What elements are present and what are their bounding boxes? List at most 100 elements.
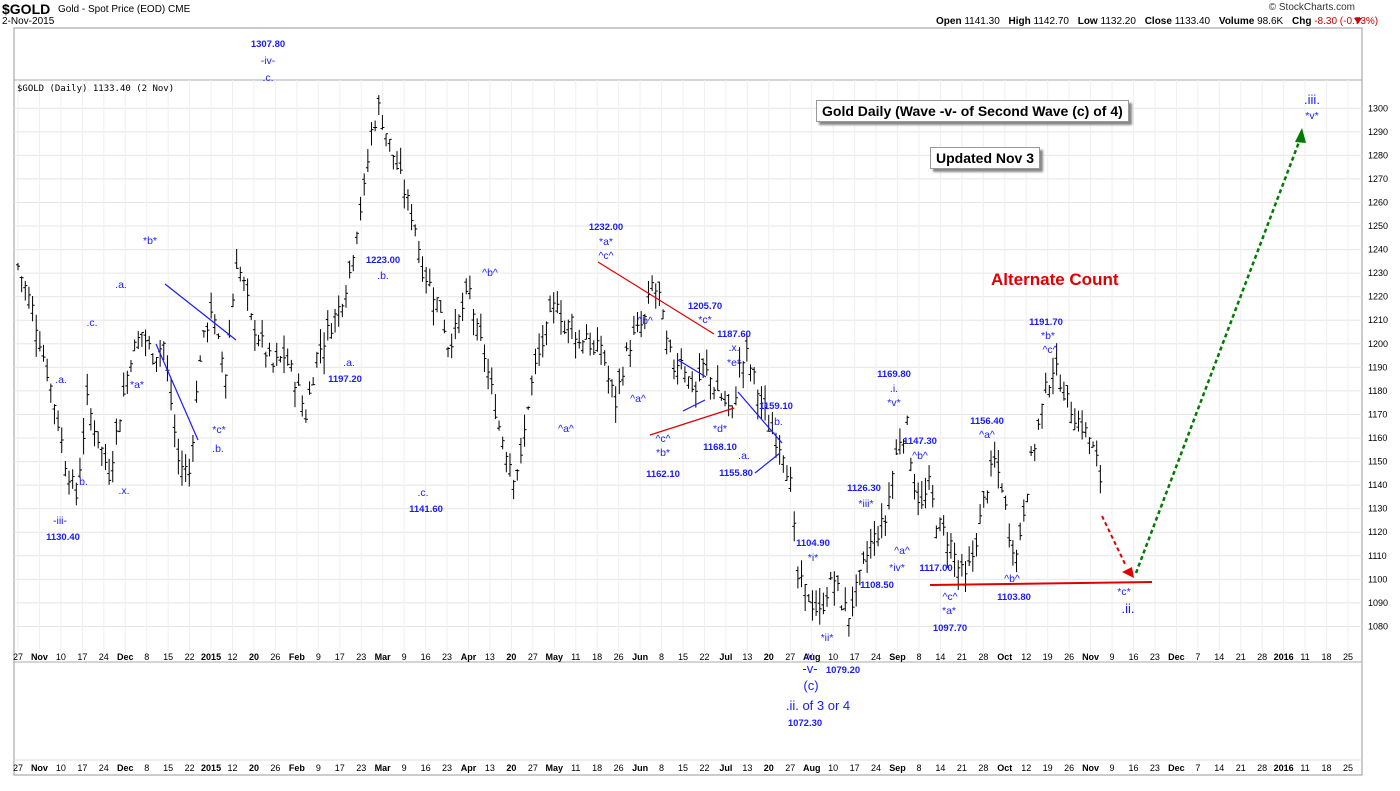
x-tick-label: 23: [1150, 763, 1160, 773]
wave-label: ^b^: [1004, 573, 1020, 585]
ohlc-bar: [897, 428, 902, 455]
ohlc-bar: [125, 370, 130, 394]
ohlc-bar: [606, 365, 611, 394]
ohlc-bar: [814, 590, 819, 616]
x-tick-label: May: [546, 763, 564, 773]
ohlc-bar: [96, 431, 101, 449]
projection-red: [1101, 515, 1127, 567]
wave-label: ^b^: [482, 267, 498, 279]
ohlc-bar: [136, 330, 141, 350]
x-tick-label: 15: [163, 652, 173, 662]
y-tick-label: 1140: [1368, 480, 1387, 490]
support-line: [929, 581, 1153, 586]
ohlc-bar: [413, 224, 418, 237]
x-tick-label: 8: [916, 763, 921, 773]
ohlc-bar: [886, 482, 891, 510]
x-tick-label: 16: [1128, 763, 1138, 773]
ohlc-bar: [438, 300, 443, 313]
ohlc-bar: [559, 300, 563, 335]
ohlc-bar: [220, 351, 225, 373]
x-tick-label: 24: [871, 652, 881, 662]
ohlc-bar: [260, 320, 265, 348]
ohlc-bar: [161, 341, 166, 360]
ohlc-bar: [209, 292, 214, 319]
ohlc-bar: [912, 473, 917, 500]
y-tick-label: 1230: [1368, 268, 1388, 278]
ohlc-bar: [471, 308, 476, 336]
wave-label: 1141.60: [409, 504, 443, 515]
ohlc-bar: [489, 367, 494, 395]
ohlc-bar: [952, 542, 957, 577]
y-tick-label: 1280: [1368, 150, 1388, 160]
x-tick-label: 23: [1150, 652, 1160, 662]
ohlc-bar: [409, 204, 414, 231]
ohlc-bar: [1061, 381, 1066, 401]
ohlc-bar: [37, 331, 42, 352]
wave-label: ^c^: [942, 591, 957, 603]
brand-logo[interactable]: © StockCharts.com: [1268, 2, 1355, 13]
ohlc-bar: [263, 351, 268, 368]
wave-label: .b.: [76, 476, 88, 488]
x-tick-label: 2015: [201, 763, 221, 773]
trend-line: [597, 261, 715, 335]
ohlc-bar: [537, 333, 542, 367]
ohlc-bar: [580, 339, 585, 354]
ohlc-bar: [908, 457, 913, 472]
x-tick-label: 10: [56, 763, 66, 773]
ohlc-bar: [679, 348, 684, 370]
high-label: High: [1008, 16, 1031, 27]
ohlc-bar: [41, 344, 46, 362]
ohlc-bar: [380, 115, 385, 130]
ohlc-bar: [1065, 384, 1070, 408]
low-value: 1132.20: [1100, 16, 1136, 27]
ohlc-bar: [825, 587, 830, 607]
ohlc-bar: [555, 291, 560, 314]
ohlc-bar: [179, 450, 184, 486]
ohlc-bar: [602, 350, 607, 366]
wave-label: 1159.10: [759, 401, 793, 412]
x-tick-label: 26: [1064, 763, 1074, 773]
x-tick-label: 15: [678, 763, 688, 773]
close-label: Close: [1144, 16, 1172, 27]
ohlc-bar: [781, 455, 786, 473]
x-tick-label: 12: [228, 652, 238, 662]
x-tick-label: 9: [1110, 652, 1115, 662]
ohlc-bar: [631, 315, 636, 335]
ohlc-bar: [577, 329, 582, 349]
low-label: Low: [1077, 16, 1098, 27]
x-tick-label: 13: [485, 763, 495, 773]
chart-border: [13, 27, 1363, 776]
y-tick-label: 1300: [1368, 103, 1388, 113]
y-axis-labels: 1080 1090 1100 1110 1120 1130 1140 1150 1160 1170…: [1368, 103, 1388, 631]
y-tick-label: 1080: [1368, 621, 1388, 631]
x-tick-label: 20: [764, 763, 774, 773]
trend-line: [682, 399, 706, 412]
trend-line: [754, 452, 781, 474]
x-tick-label: 17: [335, 652, 345, 662]
ohlc-bar: [850, 586, 855, 617]
x-tick-label: 14: [1214, 763, 1224, 773]
ohlc-bar: [424, 267, 429, 294]
x-tick-label: 18: [592, 763, 602, 773]
wave-label: 1162.10: [646, 469, 680, 480]
ohlc-bar: [854, 574, 859, 607]
x-tick-label: Jul: [719, 763, 732, 773]
ohlc-bar: [88, 408, 93, 431]
ohlc-bar: [307, 381, 312, 395]
x-tick-label: 8: [916, 652, 921, 662]
x-tick-label: 27: [528, 763, 538, 773]
x-tick-label: 21: [957, 652, 967, 662]
ohlc-bar: [671, 359, 676, 380]
wave-label: *v*: [887, 397, 900, 409]
ohlc-bar: [515, 469, 520, 481]
ohlc-bar: [190, 434, 195, 462]
ohlc-bar: [59, 427, 64, 454]
ohlc-bar: [708, 377, 713, 400]
ohlc-bar: [52, 404, 57, 425]
ohlc-bar: [985, 490, 990, 504]
wave-label: *b*: [656, 447, 670, 459]
x-tick-label: Mar: [375, 652, 392, 662]
y-tick-label: 1190: [1368, 362, 1387, 372]
x-tick-label: 15: [678, 652, 688, 662]
x-tick-label: Dec: [1168, 763, 1185, 773]
